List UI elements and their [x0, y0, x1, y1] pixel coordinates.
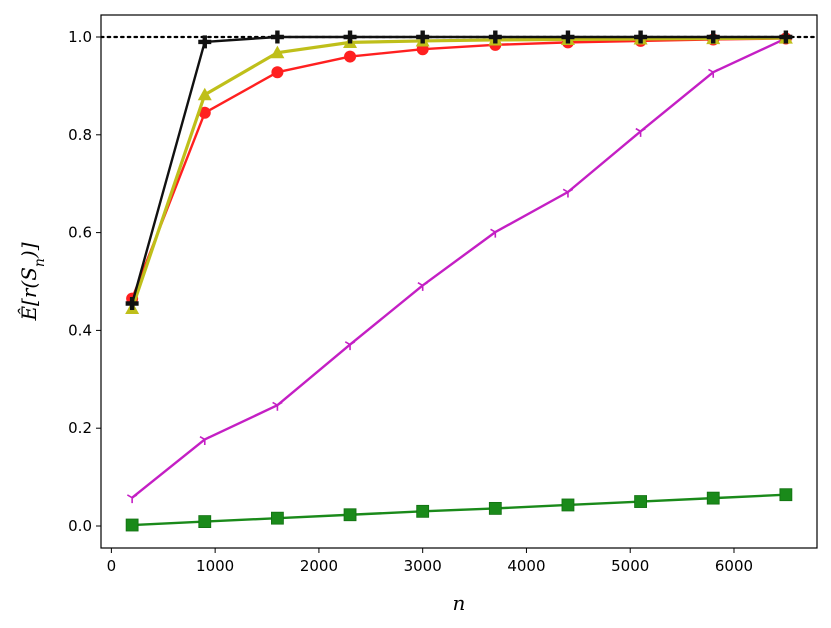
- data-point-3-7: [635, 127, 646, 137]
- data-point-3-1: [199, 436, 210, 445]
- y-tick-label-2: 0.4: [68, 321, 92, 339]
- data-point-4-0: [125, 518, 139, 532]
- data-point-4-7: [634, 495, 647, 508]
- series-3: [126, 35, 792, 504]
- axis-ticks: 0 1000 2000 3000 4000 5000 6000 0.0 0.2 0.4 0.6 0.8…: [68, 28, 753, 575]
- data-point-3-8: [708, 68, 719, 78]
- x-tick-label-0: 0: [107, 557, 117, 575]
- y-tick-label-3: 0.6: [68, 224, 92, 242]
- data-point-2-6: [561, 30, 575, 44]
- x-tick-label-3: 3000: [404, 557, 442, 575]
- series-line-3: [131, 37, 787, 499]
- data-point-4-2: [271, 511, 284, 525]
- data-point-4-5: [488, 501, 502, 515]
- data-point-3-4: [417, 281, 428, 291]
- series-group: [101, 30, 817, 532]
- x-tick-label-4: 4000: [507, 557, 545, 575]
- series-1: [125, 30, 793, 314]
- data-point-3-5: [490, 228, 501, 238]
- data-point-2-8: [706, 30, 720, 44]
- x-tick-label-5: 5000: [611, 557, 649, 575]
- y-tick-label-1: 0.2: [68, 419, 92, 437]
- plot-area: [101, 30, 817, 532]
- data-point-3-2: [272, 401, 283, 411]
- data-point-0-3: [344, 50, 357, 63]
- data-point-3-3: [344, 341, 356, 351]
- series-line-4: [132, 493, 786, 527]
- data-point-3-0: [126, 494, 138, 504]
- data-point-0-1: [198, 106, 211, 119]
- y-tick-label-5: 1.0: [68, 28, 92, 46]
- series-2: [125, 30, 793, 311]
- data-point-2-7: [634, 30, 648, 44]
- data-point-4-1: [198, 515, 212, 528]
- series-4: [125, 488, 793, 532]
- data-point-4-4: [416, 504, 430, 518]
- data-point-4-9: [779, 488, 793, 502]
- data-point-0-2: [271, 66, 284, 79]
- series-0: [126, 32, 792, 305]
- x-axis-label: n: [453, 591, 466, 615]
- y-axis-label: Ê[r(Sn)]: [17, 242, 48, 321]
- data-point-2-0: [125, 297, 139, 311]
- axes-frame: [100, 14, 818, 549]
- data-point-2-4: [416, 30, 430, 44]
- series-line-1: [130, 36, 786, 309]
- data-point-4-6: [561, 498, 575, 512]
- y-tick-label-4: 0.8: [68, 126, 92, 144]
- data-point-4-3: [343, 508, 357, 522]
- data-point-2-5: [488, 30, 502, 44]
- data-point-1-2: [270, 45, 285, 59]
- data-point-2-3: [343, 30, 357, 44]
- x-tick-label-2: 2000: [300, 557, 338, 575]
- data-point-4-8: [706, 491, 720, 505]
- series-line-2: [130, 35, 786, 304]
- x-tick-label-6: 6000: [715, 557, 753, 575]
- data-point-3-6: [562, 188, 574, 198]
- data-point-2-1: [198, 35, 212, 49]
- data-point-2-9: [779, 30, 793, 44]
- data-point-2-2: [270, 30, 284, 44]
- data-point-1-1: [197, 87, 212, 101]
- x-tick-label-1: 1000: [196, 557, 234, 575]
- y-tick-label-0: 0.0: [68, 517, 92, 535]
